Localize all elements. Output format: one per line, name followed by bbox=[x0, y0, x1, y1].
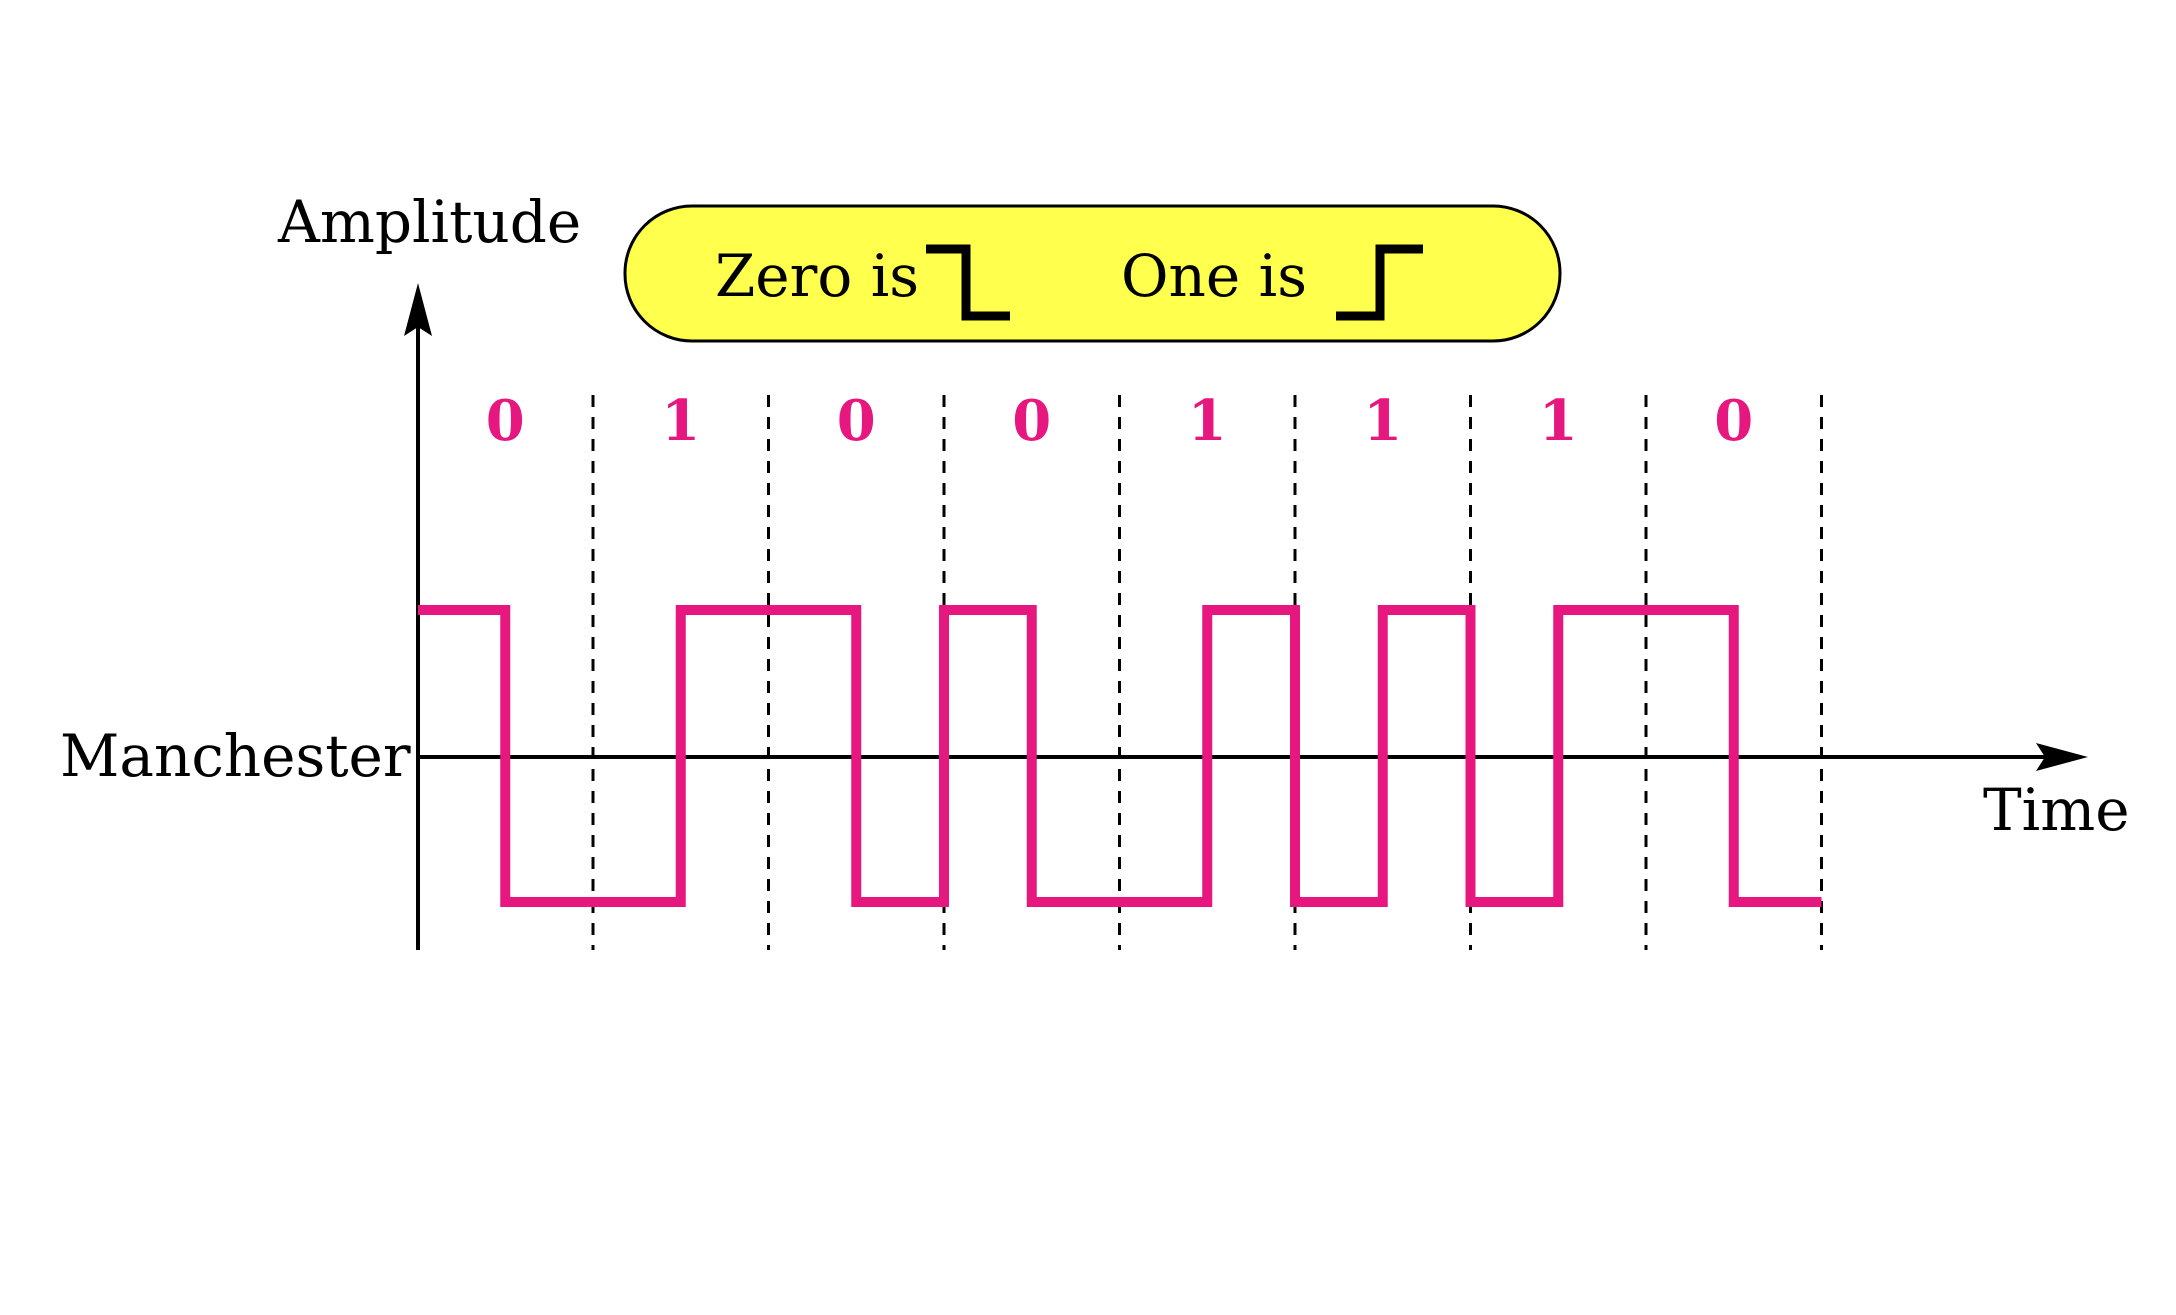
manchester-signal bbox=[418, 605, 1822, 907]
axes: Amplitude Time Manchester bbox=[60, 188, 2130, 950]
bit-label: 1 bbox=[1539, 388, 1578, 454]
legend-zero-text: Zero is bbox=[715, 242, 919, 310]
legend: Zero is One is bbox=[623, 204, 1562, 343]
bit-label: 0 bbox=[1012, 388, 1051, 454]
bit-labels: 0 1 0 0 1 1 1 0 bbox=[486, 388, 1753, 454]
high-to-low-transition-icon bbox=[926, 244, 1010, 321]
bit-label: 1 bbox=[1363, 388, 1402, 454]
low-to-high-transition-icon bbox=[1336, 244, 1423, 321]
legend-pill bbox=[623, 204, 1562, 343]
x-axis-label: Time bbox=[1983, 776, 2130, 844]
legend-one-text: One is bbox=[1121, 242, 1307, 310]
bit-label: 0 bbox=[486, 388, 525, 454]
row-label: Manchester bbox=[60, 722, 411, 790]
y-axis-arrowhead bbox=[404, 283, 432, 336]
x-axis-arrowhead bbox=[2036, 743, 2088, 771]
bit-label: 0 bbox=[837, 388, 876, 454]
y-axis-label: Amplitude bbox=[277, 188, 581, 256]
bit-label: 0 bbox=[1714, 388, 1753, 454]
bit-label: 1 bbox=[661, 388, 700, 454]
bit-label: 1 bbox=[1188, 388, 1227, 454]
